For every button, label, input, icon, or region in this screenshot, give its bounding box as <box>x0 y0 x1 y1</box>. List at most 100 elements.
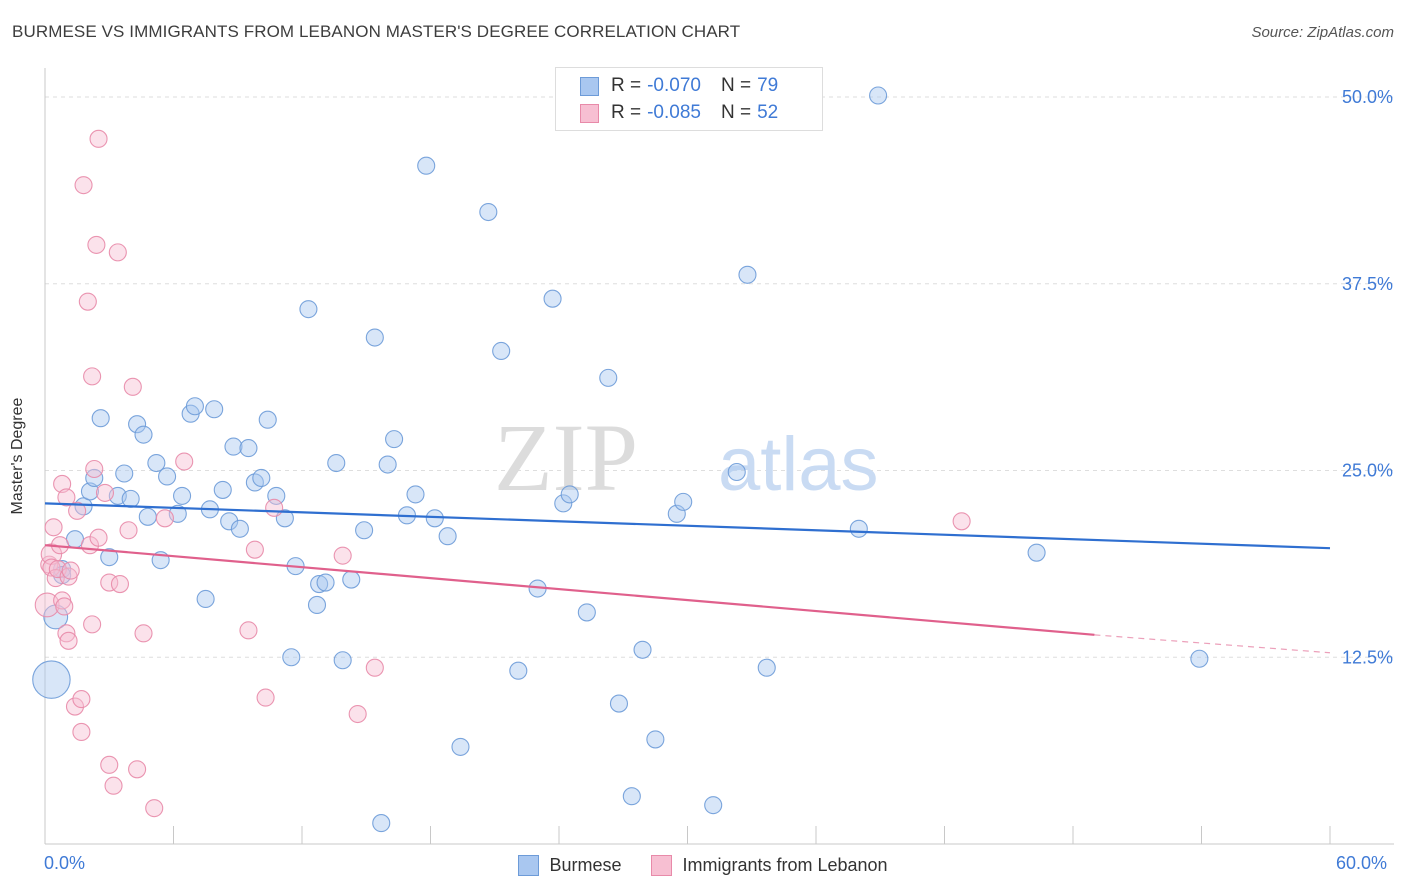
burmese-point <box>158 467 177 486</box>
burmese-point <box>509 661 528 680</box>
lebanon-point <box>72 690 91 709</box>
burmese-point <box>406 485 425 504</box>
x-tick-label-max: 60.0% <box>1336 853 1388 873</box>
r-value: -0.070 <box>647 75 701 96</box>
lebanon-point <box>85 459 104 479</box>
burmese-point <box>674 492 693 511</box>
burmese-point <box>239 439 258 458</box>
burmese-point <box>479 202 498 222</box>
y-tick-labels: 12.5% 25.0% 37.5% 50.0% <box>1342 87 1393 667</box>
grid-lines <box>45 96 1394 658</box>
burmese-point <box>492 341 511 361</box>
lebanon-point <box>119 521 138 540</box>
lebanon-point <box>155 509 174 528</box>
lebanon-point <box>87 235 106 254</box>
lebanon-point <box>34 592 60 618</box>
lebanon-point <box>59 631 78 650</box>
burmese-point <box>121 489 140 508</box>
lebanon-point <box>265 498 284 517</box>
burmese-point <box>342 570 361 589</box>
lebanon-point <box>128 760 147 779</box>
lebanon-point <box>952 512 971 531</box>
burmese-trend-line <box>44 502 1331 550</box>
lebanon-point <box>348 704 367 724</box>
y-tick-label: 37.5% <box>1342 274 1393 294</box>
burmese-point <box>316 573 335 592</box>
stats-row-lebanon: R = -0.085 N = 52 <box>580 101 778 125</box>
burmese-point <box>425 509 444 528</box>
lebanon-point <box>61 561 80 580</box>
watermark-atlas: atlas <box>718 422 879 507</box>
legend-swatch-burmese <box>518 854 540 876</box>
n-value: 79 <box>757 75 779 96</box>
chart-title: BURMESE VS IMMIGRANTS FROM LEBANON MASTE… <box>12 22 741 41</box>
burmese-point <box>196 589 215 609</box>
burmese-point <box>577 603 596 622</box>
burmese-point <box>869 86 888 105</box>
burmese-point <box>622 787 641 806</box>
burmese-point <box>173 486 192 505</box>
n-label: N = <box>720 102 752 123</box>
burmese-point <box>333 651 352 670</box>
lebanon-point <box>108 243 127 262</box>
legend-label-lebanon: Immigrants from Lebanon <box>682 854 888 875</box>
burmese-point <box>1027 543 1046 562</box>
r-label: R = <box>611 102 642 123</box>
burmese-point <box>417 156 436 175</box>
burmese-point <box>91 409 110 428</box>
lebanon-swatch <box>580 103 599 123</box>
lebanon-point <box>100 755 119 774</box>
stats-row-burmese: R = -0.070 N = 79 <box>580 74 778 98</box>
burmese-point <box>258 410 277 429</box>
lebanon-point <box>245 540 264 559</box>
lebanon-point <box>83 367 102 386</box>
burmese-point <box>100 548 119 567</box>
burmese-point <box>307 595 327 615</box>
watermark: ZIP atlas <box>494 404 879 511</box>
burmese-swatch <box>580 76 599 96</box>
lebanon-point <box>89 129 108 148</box>
burmese-point <box>1190 649 1209 668</box>
burmese-point <box>646 730 665 749</box>
burmese-point <box>365 328 384 347</box>
x-tick-label-min: 0.0% <box>44 853 86 873</box>
burmese-point <box>299 300 318 319</box>
series-legend: Burmese Immigrants from Lebanon <box>0 852 1406 878</box>
burmese-point <box>80 482 100 501</box>
lebanon-point <box>57 624 76 643</box>
burmese-point <box>115 464 134 483</box>
lebanon-point <box>333 546 352 565</box>
lebanon-point <box>256 688 275 707</box>
lebanon-point <box>239 621 258 640</box>
burmese-point <box>213 480 232 499</box>
burmese-point <box>134 425 153 444</box>
burmese-point <box>32 660 71 699</box>
burmese-point <box>849 519 868 538</box>
lebanon-point <box>95 483 115 502</box>
legend-item-burmese[interactable]: Burmese <box>518 854 622 876</box>
lebanon-point <box>83 615 102 634</box>
lebanon-point <box>89 528 108 547</box>
burmese-point <box>185 397 204 416</box>
lebanon-point <box>65 697 85 716</box>
burmese-point <box>609 694 629 713</box>
y-tick-label: 25.0% <box>1342 461 1393 481</box>
burmese-point <box>438 527 457 546</box>
lebanon-point <box>145 799 164 818</box>
burmese-point <box>543 289 562 308</box>
burmese-point <box>252 468 271 488</box>
lebanon-point <box>123 377 142 396</box>
n-label: N = <box>720 75 752 96</box>
legend-item-lebanon[interactable]: Immigrants from Lebanon <box>651 854 888 876</box>
burmese-point <box>128 415 147 434</box>
lebanon-point <box>74 176 93 195</box>
burmese-point <box>224 437 243 456</box>
n-value: 52 <box>757 102 779 123</box>
trend-lines <box>44 502 1331 654</box>
burmese-point <box>757 658 776 677</box>
legend-label-burmese: Burmese <box>549 854 622 875</box>
r-label: R = <box>611 75 642 96</box>
lebanon-point <box>68 501 87 520</box>
watermark-zip: ZIP <box>494 404 638 511</box>
